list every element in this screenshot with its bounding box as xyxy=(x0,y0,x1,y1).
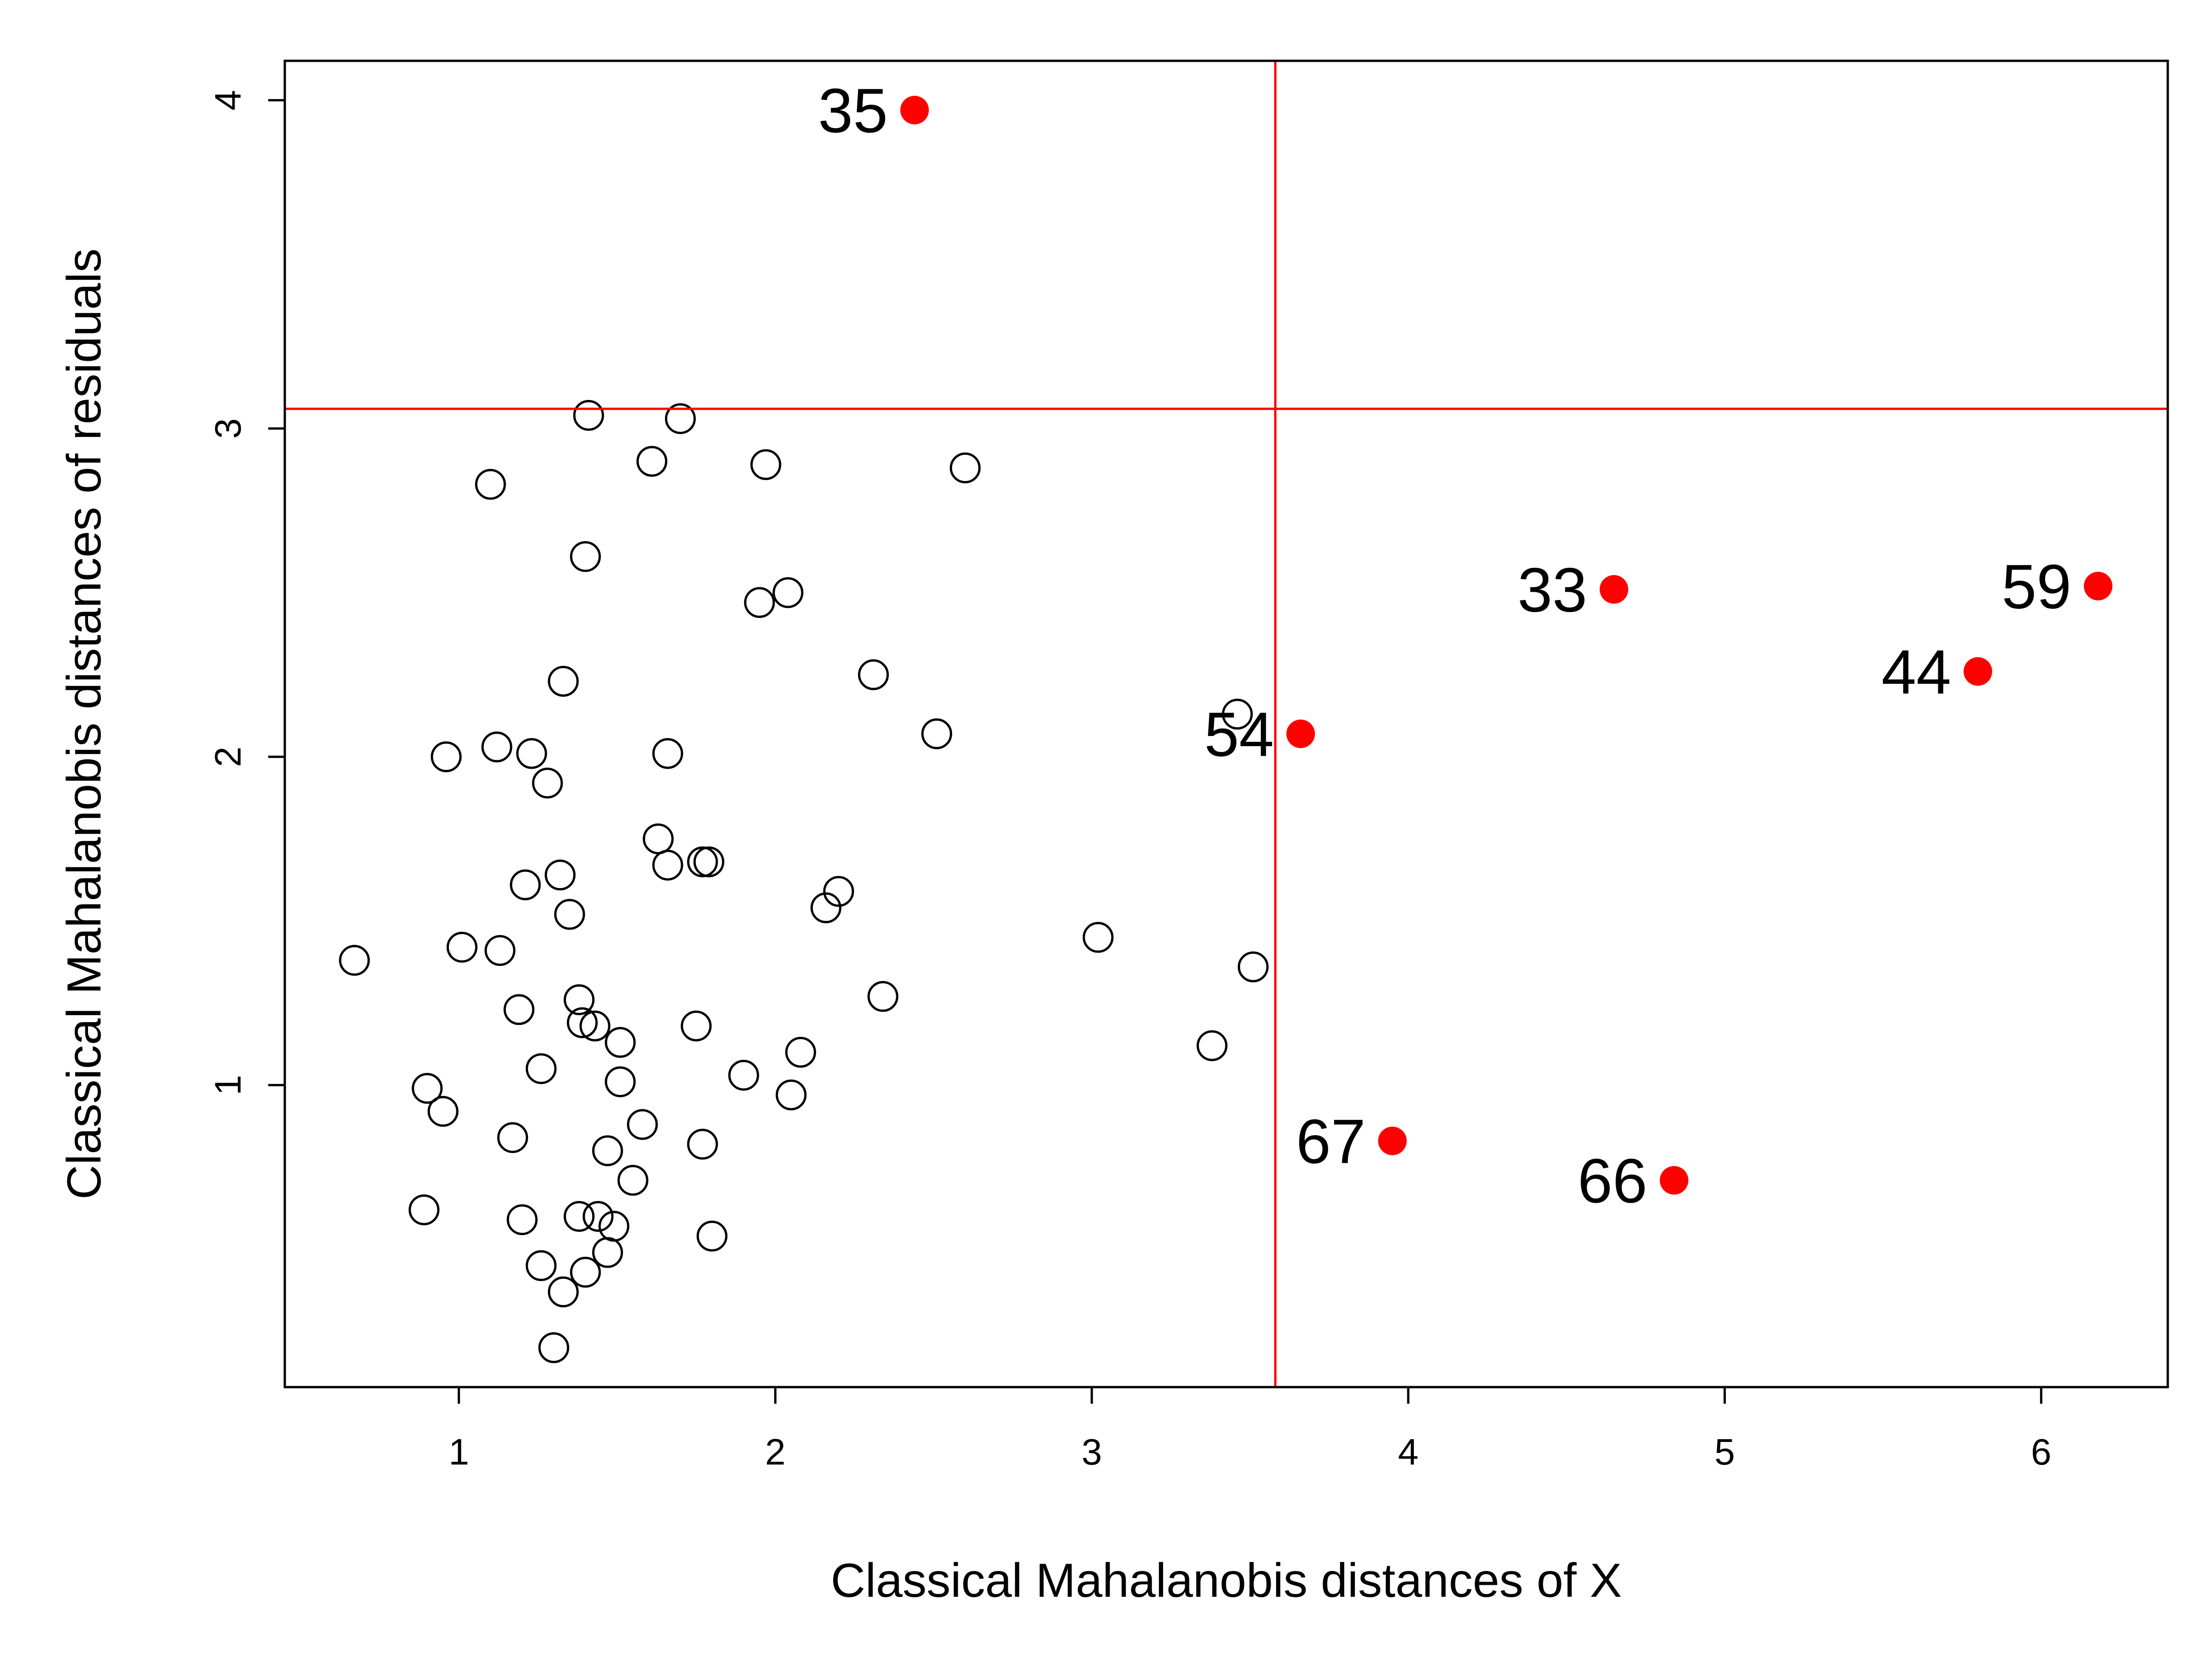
outlier-label-35: 35 xyxy=(818,76,888,146)
data-point-13 xyxy=(516,738,547,769)
data-point-58 xyxy=(949,452,981,483)
outlier-point-44 xyxy=(1963,657,1992,686)
outlier-label-66: 66 xyxy=(1577,1146,1647,1216)
data-point-11 xyxy=(506,1204,538,1235)
data-point-39 xyxy=(652,738,683,769)
data-point-29 xyxy=(582,1201,614,1232)
regular-points xyxy=(339,400,1269,1364)
data-point-17 xyxy=(538,1332,570,1364)
outlier-point-66 xyxy=(1659,1166,1688,1195)
data-point-48 xyxy=(744,587,775,618)
data-point-30 xyxy=(592,1135,623,1166)
y-tick-label-3: 3 xyxy=(207,418,248,439)
x-tick-label-2: 2 xyxy=(765,1431,786,1472)
data-point-56 xyxy=(867,981,899,1012)
data-point-61 xyxy=(1222,699,1253,730)
data-point-3 xyxy=(427,1096,459,1127)
x-axis-title: Classical Mahalanobis distances of X xyxy=(831,1554,1622,1607)
data-point-36 xyxy=(627,1109,658,1140)
data-point-51 xyxy=(776,1079,807,1111)
data-point-15 xyxy=(525,1250,557,1281)
data-point-62 xyxy=(1237,951,1269,982)
data-point-43 xyxy=(687,846,718,877)
data-point-50 xyxy=(772,577,804,608)
outlier-label-33: 33 xyxy=(1518,555,1587,625)
data-point-10 xyxy=(503,994,535,1025)
outlier-label-54: 54 xyxy=(1204,699,1274,769)
data-point-26 xyxy=(570,1257,601,1288)
data-point-55 xyxy=(858,659,889,690)
outlier-points: 35 33 59 44 54 67 66 xyxy=(818,76,2112,1216)
data-point-22 xyxy=(564,984,595,1015)
data-point-18 xyxy=(544,859,576,891)
data-point-34 xyxy=(605,1066,636,1097)
cutoff-lines xyxy=(285,61,2168,1387)
data-point-7 xyxy=(481,731,512,763)
outlier-point-33 xyxy=(1600,575,1629,604)
data-point-60 xyxy=(1196,1030,1228,1061)
data-point-40 xyxy=(652,849,683,881)
x-tick-label-5: 5 xyxy=(1714,1431,1735,1472)
data-point-59 xyxy=(1082,922,1114,953)
data-point-44 xyxy=(687,1129,718,1160)
x-tick-label-1: 1 xyxy=(448,1431,469,1472)
data-point-57 xyxy=(921,718,953,749)
data-point-28 xyxy=(579,1010,611,1041)
x-tick-label-6: 6 xyxy=(2031,1431,2052,1472)
outlier-label-44: 44 xyxy=(1882,637,1951,707)
data-point-5 xyxy=(447,931,478,963)
outlier-point-54 xyxy=(1286,719,1315,748)
data-point-52 xyxy=(785,1036,816,1068)
data-point-6 xyxy=(475,469,506,500)
outlier-point-59 xyxy=(2083,571,2112,600)
data-point-14 xyxy=(525,1053,557,1084)
y-tick-label-1: 1 xyxy=(207,1075,248,1095)
y-tick-label-4: 4 xyxy=(207,90,248,111)
y-tick-label-2: 2 xyxy=(207,747,248,767)
data-point-49 xyxy=(750,449,782,480)
data-point-4 xyxy=(430,741,462,772)
data-point-54 xyxy=(823,876,854,907)
data-point-42 xyxy=(681,1010,712,1041)
data-point-31 xyxy=(592,1237,623,1268)
data-point-25 xyxy=(570,541,601,572)
data-point-45 xyxy=(693,846,724,877)
outlier-label-67: 67 xyxy=(1296,1106,1365,1177)
data-point-35 xyxy=(617,1165,648,1196)
outlier-label-59: 59 xyxy=(2002,552,2071,622)
x-tick-label-4: 4 xyxy=(1398,1431,1419,1472)
data-point-9 xyxy=(497,1122,528,1153)
outlier-point-35 xyxy=(900,95,929,124)
data-point-24 xyxy=(567,1007,598,1038)
data-point-2 xyxy=(408,1194,440,1225)
data-point-0 xyxy=(339,945,370,976)
y-axis-title: Classical Mahalanobis distances of resid… xyxy=(58,248,111,1200)
data-point-1 xyxy=(412,1073,443,1104)
data-point-19 xyxy=(547,665,579,697)
x-tick-label-3: 3 xyxy=(1082,1431,1102,1472)
data-point-8 xyxy=(484,935,516,966)
data-point-53 xyxy=(810,892,841,924)
data-point-37 xyxy=(636,446,668,477)
data-point-23 xyxy=(564,1201,595,1232)
data-point-27 xyxy=(573,400,604,431)
data-point-20 xyxy=(547,1276,579,1307)
data-point-32 xyxy=(598,1211,629,1242)
data-point-46 xyxy=(696,1220,728,1252)
data-point-16 xyxy=(532,767,563,799)
x-axis: 1 2 3 4 5 6 xyxy=(448,1387,2052,1472)
data-point-21 xyxy=(554,899,585,930)
outlier-point-67 xyxy=(1378,1126,1407,1155)
plot-frame xyxy=(283,59,2169,1388)
data-point-12 xyxy=(510,869,541,900)
data-point-38 xyxy=(642,823,674,854)
data-point-47 xyxy=(728,1059,759,1091)
data-point-33 xyxy=(605,1027,636,1058)
y-axis: 1 2 3 4 xyxy=(207,90,285,1095)
data-point-41 xyxy=(665,403,696,434)
